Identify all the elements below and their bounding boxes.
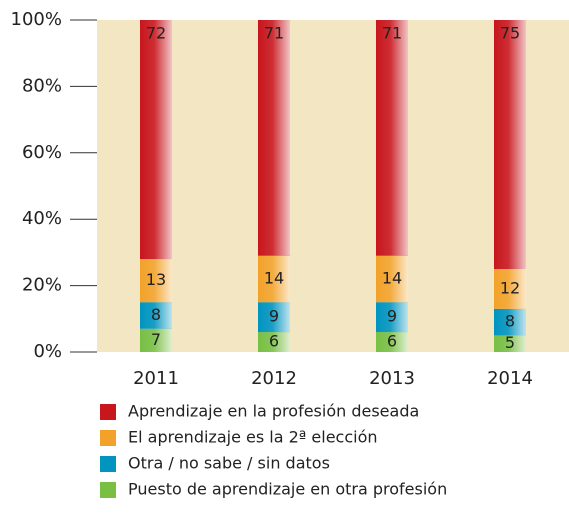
y-tick-label: 0%: [33, 341, 62, 362]
value-label: 13: [146, 270, 166, 289]
bar-shine: [140, 302, 172, 329]
x-tick-label: 2012: [251, 368, 297, 389]
bar-shine: [494, 308, 526, 336]
y-tick-label: 20%: [22, 275, 62, 296]
value-label: 72: [146, 24, 166, 43]
bar-shine: [258, 332, 290, 352]
bar-shine: [494, 269, 526, 309]
y-tick-label: 80%: [22, 75, 62, 96]
value-label: 8: [505, 312, 515, 331]
legend-label: Aprendizaje en la profesión deseada: [128, 402, 419, 421]
legend-swatch: [100, 430, 116, 446]
bar-shine: [258, 20, 290, 256]
y-tick-label: 60%: [22, 142, 62, 163]
legend-swatch: [100, 456, 116, 472]
value-label: 6: [387, 332, 397, 351]
bar-shine: [140, 259, 172, 303]
value-label: 7: [151, 330, 161, 349]
bar-shine: [140, 328, 172, 352]
y-tick-label: 40%: [22, 208, 62, 229]
legend-swatch: [100, 482, 116, 498]
value-label: 8: [151, 305, 161, 324]
bar-shine: [376, 332, 408, 352]
value-label: 9: [269, 307, 279, 326]
bar-shine: [258, 302, 290, 333]
legend-swatch: [100, 404, 116, 420]
value-label: 71: [264, 24, 284, 43]
value-label: 5: [505, 333, 515, 352]
x-tick-label: 2011: [133, 368, 179, 389]
value-label: 75: [500, 24, 520, 43]
bar-shine: [140, 20, 172, 260]
x-tick-label: 2013: [369, 368, 415, 389]
legend-label: Otra / no sabe / sin datos: [128, 454, 330, 473]
bar-shine: [376, 302, 408, 333]
legend-label: Puesto de aprendizaje en otra profesión: [128, 480, 447, 499]
value-label: 14: [264, 268, 284, 287]
legend-label: El aprendizaje es la 2ª elección: [128, 428, 378, 447]
bar-shine: [258, 255, 290, 303]
bar-shine: [494, 20, 526, 269]
value-label: 9: [387, 307, 397, 326]
bar-shine: [376, 255, 408, 303]
value-label: 12: [500, 278, 520, 297]
bar-shine: [494, 335, 526, 352]
bar-shine: [376, 20, 408, 256]
value-label: 14: [382, 268, 402, 287]
plot-background: [97, 20, 569, 352]
y-tick-label: 100%: [11, 9, 62, 30]
x-tick-label: 2014: [487, 368, 533, 389]
value-label: 6: [269, 332, 279, 351]
value-label: 71: [382, 24, 402, 43]
